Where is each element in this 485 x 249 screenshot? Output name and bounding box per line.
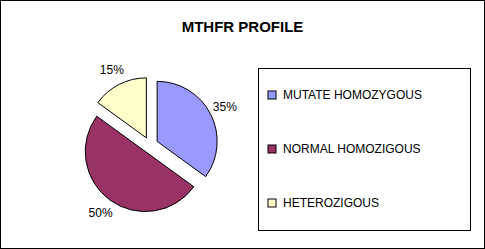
legend-label: MUTATE HOMOZYGOUS xyxy=(283,88,422,102)
data-label: 50% xyxy=(89,206,113,220)
pie xyxy=(85,78,217,212)
legend: MUTATE HOMOZYGOUS NORMAL HOMOZIGOUS HETERO… xyxy=(259,69,471,231)
legend-swatch xyxy=(268,145,276,153)
legend-swatch xyxy=(268,199,276,207)
pie-slice xyxy=(157,81,217,176)
legend-swatch xyxy=(268,91,276,99)
data-label: 35% xyxy=(213,100,237,114)
legend-label: HETEROZIGOUS xyxy=(283,196,379,210)
chart: MTHFR PROFILE 35% 50% 15% MUTATE HOMOZYGOUS N… xyxy=(0,0,485,249)
chart-frame xyxy=(1,1,485,249)
data-label: 15% xyxy=(100,63,124,77)
legend-frame xyxy=(259,69,471,231)
legend-label: NORMAL HOMOZIGOUS xyxy=(283,142,421,156)
pie-slice xyxy=(98,78,147,138)
title: MTHFR PROFILE xyxy=(182,18,304,35)
